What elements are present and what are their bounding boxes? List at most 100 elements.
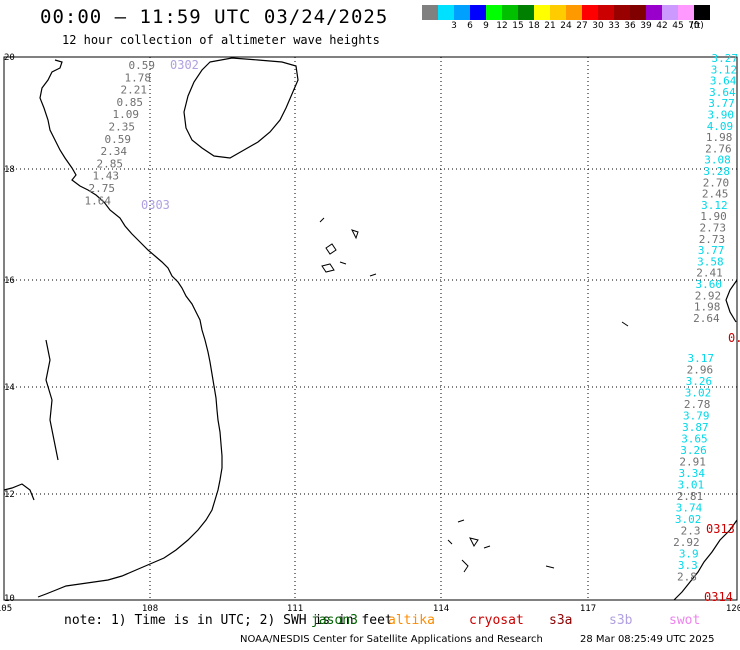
swh-value: 1.90 xyxy=(700,210,727,223)
colorbar-label: 30 xyxy=(592,21,604,31)
swh-value: 3.58 xyxy=(697,255,724,268)
swh-value: 2.21 xyxy=(121,84,148,97)
lon-tick-label: 114 xyxy=(433,604,449,614)
philippines-coast xyxy=(725,279,738,323)
colorbar-swatch xyxy=(598,5,614,20)
satellite-legend-item: altika xyxy=(388,613,435,628)
swh-value: 2.75 xyxy=(89,182,116,195)
swh-value: 3.12 xyxy=(711,63,738,76)
satellite-legend-item: swot xyxy=(669,613,701,628)
swh-value: 3.64 xyxy=(710,75,737,88)
swh-value: 2.70 xyxy=(703,176,730,189)
swh-value: 3.3 xyxy=(678,559,698,572)
swh-value: 3.26 xyxy=(686,375,713,388)
swh-value: 1.98 xyxy=(706,131,733,144)
swh-value: 3.17 xyxy=(688,352,715,365)
swh-value: 2.92 xyxy=(673,536,700,549)
units-note: note: 1) Time is in UTC; 2) SWH is in fe… xyxy=(64,613,393,628)
swh-value: 2.96 xyxy=(687,364,714,377)
pass-label: 0302 xyxy=(170,58,199,72)
swh-value: 3.74 xyxy=(676,502,703,515)
pass-label: 0. xyxy=(728,331,740,345)
swh-value: 3.01 xyxy=(678,479,705,492)
colorbar-swatch xyxy=(518,5,534,20)
swh-value: 2.3 xyxy=(681,525,701,538)
vietnam-coastline xyxy=(37,59,223,598)
lon-tick-label: 120 xyxy=(726,604,740,614)
swh-value: 1.64 xyxy=(85,194,112,207)
colorbar-labels: 3 6 9 12 15 18 21 24 27 30 33 36 39 42 45 70 (ft) xyxy=(422,21,740,33)
lon-tick-label: 111 xyxy=(287,604,303,614)
colorbar-label: 15 xyxy=(512,21,524,31)
swh-value: 3.77 xyxy=(708,97,735,110)
lat-lon-grid xyxy=(4,57,737,600)
colorbar-swatch xyxy=(534,5,550,20)
colorbar-label: 39 xyxy=(640,21,652,31)
swh-value: 3.9 xyxy=(679,548,699,561)
colorbar-label: 12 xyxy=(496,21,508,31)
swh-value: 3.87 xyxy=(682,421,709,434)
swh-value: 2.41 xyxy=(696,267,723,280)
colorbar-swatch xyxy=(454,5,470,20)
colorbar-swatch xyxy=(470,5,486,20)
colorbar-swatch xyxy=(662,5,678,20)
swh-value: 2.45 xyxy=(702,188,729,201)
map-subtitle: 12 hour collection of altimeter wave hei… xyxy=(62,33,380,47)
swh-value: 3.02 xyxy=(675,513,702,526)
lat-tick-label: 18 xyxy=(4,165,15,175)
pass-label: 0303 xyxy=(141,198,170,212)
colorbar-label: 42 xyxy=(656,21,668,31)
colorbar-swatch xyxy=(502,5,518,20)
axis-tick-labels: 105 108 111 114 117 120 20 18 16 14 12 10 xyxy=(0,53,740,614)
colorbar-swatch xyxy=(582,5,598,20)
palawan-coast xyxy=(673,519,738,601)
laos-border-fragment xyxy=(45,339,59,461)
lon-tick-label: 108 xyxy=(142,604,158,614)
swh-value: 3.02 xyxy=(685,387,712,400)
colorbar-label: 24 xyxy=(560,21,572,31)
swh-value: 2.35 xyxy=(109,121,136,134)
swh-value: 2.8 xyxy=(677,571,697,584)
swh-value: 3.34 xyxy=(679,467,706,480)
swh-value: 2.91 xyxy=(679,456,706,469)
swh-value: 3.90 xyxy=(708,109,735,122)
swh-value: 2.73 xyxy=(700,222,727,235)
gulf-of-thailand-coast xyxy=(3,483,35,501)
swh-value: 3.60 xyxy=(696,278,723,291)
colorbar-label: 3 xyxy=(451,21,457,31)
swh-value: 3.26 xyxy=(680,444,707,457)
colorbar-swatch xyxy=(422,5,438,20)
colorbar-swatch xyxy=(566,5,582,20)
swh-value: 2.76 xyxy=(705,142,732,155)
swh-value: 4.09 xyxy=(707,120,734,133)
colorbar-label: 27 xyxy=(576,21,588,31)
lat-tick-label: 16 xyxy=(4,276,15,286)
pass-label: 0314 xyxy=(704,590,733,604)
wave-height-colorbar xyxy=(422,5,710,20)
lat-tick-label: 12 xyxy=(4,490,15,500)
paracel-islands xyxy=(319,217,377,277)
swh-value: 2.78 xyxy=(684,398,711,411)
altimeter-tracks: 0.591.782.210.851.092.350.592.342.851.43… xyxy=(85,52,740,604)
colorbar-label: 36 xyxy=(624,21,636,31)
satellite-legend-item: jason3 xyxy=(311,613,358,628)
colorbar-label: 45 xyxy=(672,21,684,31)
colorbar-swatch xyxy=(646,5,662,20)
swh-value: 0.85 xyxy=(117,96,144,109)
colorbar-label: 70 xyxy=(688,21,700,31)
map-title: 00:00 – 11:59 UTC 03/24/2025 xyxy=(40,6,389,28)
colorbar-label: 21 xyxy=(544,21,556,31)
swh-value: 2.73 xyxy=(699,233,726,246)
colorbar-label: 33 xyxy=(608,21,620,31)
swh-value: 2.92 xyxy=(695,289,722,302)
colorbar-swatch xyxy=(486,5,502,20)
colorbar-swatch xyxy=(678,5,694,20)
lon-tick-label: 117 xyxy=(580,604,596,614)
swh-value: 3.65 xyxy=(681,433,708,446)
colorbar-swatch xyxy=(630,5,646,20)
colorbar-swatch xyxy=(694,5,710,20)
swh-value: 2.85 xyxy=(97,157,124,170)
swh-value: 3.77 xyxy=(698,244,725,257)
colorbar-label: 9 xyxy=(483,21,489,31)
